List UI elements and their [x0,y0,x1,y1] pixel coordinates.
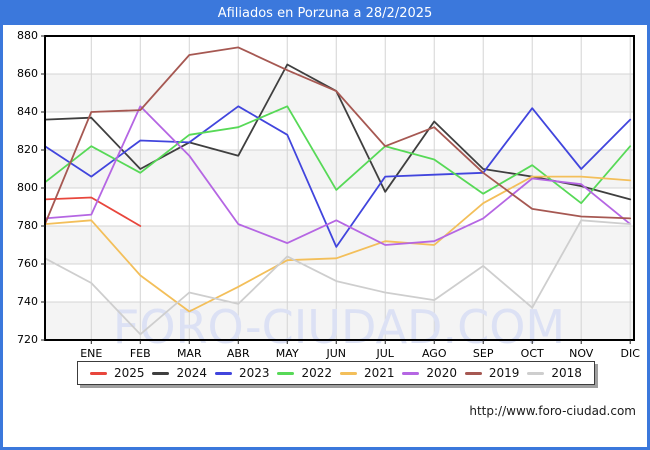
legend-color-dash [402,371,420,375]
y-axis-label: 820 [17,143,38,156]
legend-color-dash [464,371,482,375]
y-axis-label: 780 [17,219,38,232]
y-axis-label: 860 [17,67,38,80]
x-axis-label: ABR [226,347,250,360]
watermark: FORO-CIUDAD.COM [113,300,565,354]
y-axis-label: 740 [17,295,38,308]
x-axis-label: FEB [129,347,151,360]
plot-canvas: FORO-CIUDAD.COM [41,35,635,354]
series-line-2019 [44,46,632,226]
y-axis-label: 840 [17,105,38,118]
legend-item-2020: 2020 [402,366,457,380]
series-line-2023 [44,105,632,248]
chart-area: FORO-CIUDAD.COM 720 740 760 780 800 820 840 860… [3,25,647,380]
chart-title: Afiliados en Porzuna a 28/2/2025 [3,3,647,25]
y-axis-label: 880 [17,29,38,42]
data-series-lines [44,46,632,336]
legend-label: 2022 [301,366,332,380]
legend-label: 2021 [363,366,395,380]
legend-item-2018: 2018 [527,366,582,380]
x-axis-label: JUN [326,347,347,360]
x-axis-label: OCT [520,347,544,360]
x-axis-label: SEP [472,347,494,360]
x-axis-label: NOV [569,347,594,360]
axis-ticks [41,35,631,344]
series-line-2021 [44,175,632,313]
legend-label: 2024 [176,366,208,380]
legend-color-dash [527,371,545,375]
y-axis-label: 760 [17,257,38,270]
band [45,74,634,112]
legend-item-2023: 2023 [214,366,270,380]
band [45,302,634,340]
legend-color-dash [277,371,295,375]
legend-label: 2023 [238,366,270,380]
legend: 2025 2024 2023 2022 2021 2020 2019 2018 [77,361,595,385]
series-line-2018 [44,219,632,336]
legend-label: 2019 [488,366,520,380]
legend-item-2025: 2025 [90,366,145,380]
legend-item-2019: 2019 [464,366,520,380]
series-line-2022 [44,105,632,205]
series-line-2020 [44,105,632,246]
series-line-2025 [44,196,142,227]
gridlines [45,36,634,340]
band [45,226,634,264]
legend-label: 2020 [426,366,457,380]
legend-label: 2025 [114,366,145,380]
legend-color-dash [90,371,107,375]
x-axis-label: AGO [421,347,447,360]
y-axis-label: 800 [17,181,38,194]
legend-color-dash [339,371,357,375]
legend-item-2021: 2021 [339,366,395,380]
x-axis-label: DIC [620,347,640,360]
legend-item-2024: 2024 [152,366,207,380]
x-axis-label: JUL [376,347,394,360]
legend-label: 2018 [551,366,582,380]
legend-color-dash [152,371,170,375]
legend-color-dash [214,371,232,375]
x-axis-label: MAR [176,347,202,360]
x-axis-label: ENE [80,347,103,360]
x-axis-label: MAY [275,347,299,360]
footer-url: http://www.foro-ciudad.com [469,404,636,418]
legend-item-2022: 2022 [277,366,332,380]
y-axis-label: 720 [17,333,38,346]
